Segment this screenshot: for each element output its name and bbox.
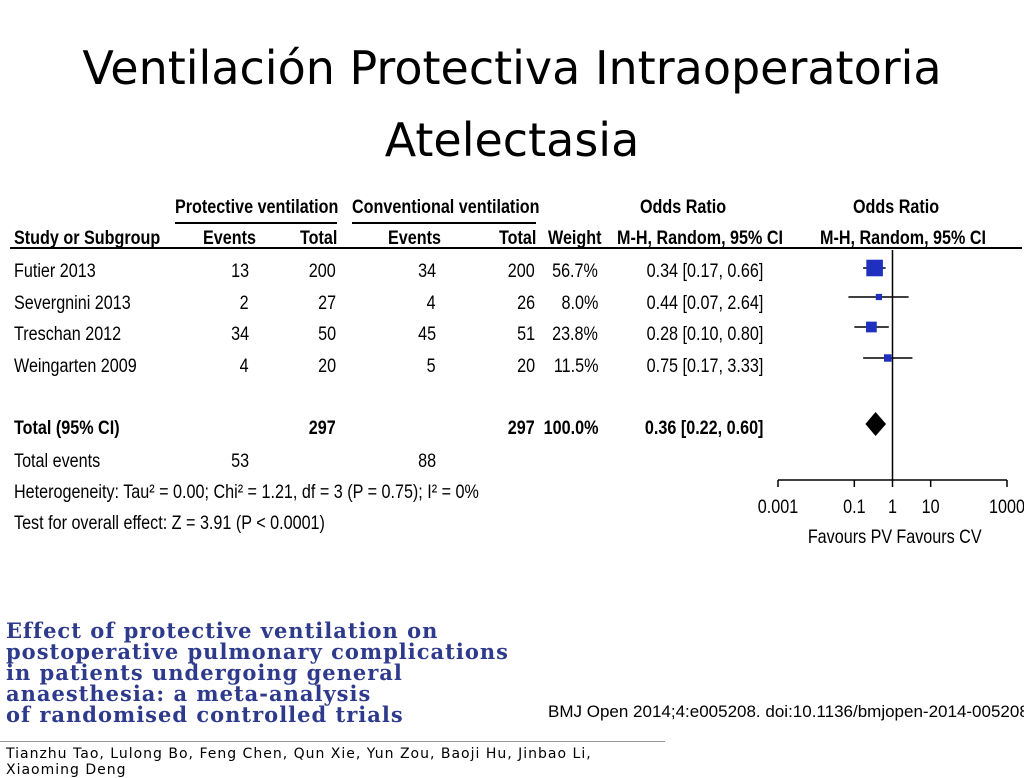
- total-weight: 100.0%: [543, 418, 598, 439]
- col-cv-events: Events: [388, 228, 441, 249]
- table-cell-cv-events: 4: [427, 292, 436, 314]
- underline-conventional: [352, 222, 536, 224]
- header-or-text: Odds Ratio: [640, 197, 727, 218]
- table-cell-cv-total: 26: [517, 292, 535, 314]
- col-pv-total: Total: [300, 228, 338, 249]
- col-cv-total: Total: [499, 228, 537, 249]
- overall-effect-text: Test for overall effect: Z = 3.91 (P < 0…: [14, 513, 325, 534]
- table-cell-pv-total: 27: [318, 292, 336, 314]
- table-cell-cv-total: 20: [517, 355, 535, 377]
- table-cell-ci: 0.44 [0.07, 2.64]: [646, 292, 763, 314]
- table-cell-weight: 56.7%: [552, 261, 598, 282]
- header-protective: Protective ventilation: [175, 197, 339, 218]
- header-or-plot: Odds Ratio: [853, 197, 940, 218]
- total-cv: 297: [508, 418, 535, 439]
- table-cell-weight: 8.0%: [561, 292, 598, 314]
- table-cell-pv-total: 200: [309, 261, 336, 282]
- col-pv-events: Events: [203, 228, 256, 249]
- col-study: Study or Subgroup: [14, 228, 161, 249]
- paper-title-line: Effect of protective ventilation on: [6, 618, 439, 643]
- study-marker: [884, 354, 892, 362]
- x-tick-label: 1000: [989, 496, 1024, 518]
- study-marker: [866, 321, 877, 333]
- table-cell-pv-total: 50: [318, 324, 336, 345]
- paper-title-line: anaesthesia: a meta-analysis: [6, 681, 372, 706]
- paper-title-line: in patients undergoing general: [6, 660, 403, 685]
- table-cell-study: Severgnini 2013: [14, 292, 131, 314]
- paper-title-line: of randomised controlled trials: [6, 702, 404, 727]
- x-tick-label: 1: [888, 496, 897, 518]
- table-cell-cv-total: 51: [517, 324, 535, 345]
- header-conventional: Conventional ventilation: [352, 197, 540, 218]
- total-label: Total (95% CI): [14, 418, 120, 439]
- slide-subtitle: Atelectasia: [384, 113, 640, 167]
- col-or-text: M-H, Random, 95% CI: [617, 228, 784, 249]
- x-tick-label: 10: [922, 496, 940, 518]
- favours-right-label: Favours CV: [896, 526, 981, 548]
- table-cell-ci: 0.34 [0.17, 0.66]: [646, 261, 763, 282]
- table-cell-study: Treschan 2012: [14, 324, 122, 345]
- table-cell-study: Futier 2013: [14, 261, 96, 282]
- authors-line: Tianzhu Tao, Lulong Bo, Feng Chen, Qun X…: [6, 746, 592, 762]
- table-cell-cv-events: 45: [418, 324, 436, 345]
- pooled-diamond: [865, 412, 887, 436]
- paper-citation: BMJ Open 2014;4:e005208. doi:10.1136/bmj…: [548, 702, 1024, 721]
- table-cell-ci: 0.75 [0.17, 3.33]: [646, 355, 763, 377]
- table-cell-study: Weingarten 2009: [14, 355, 137, 377]
- table-cell-pv-events: 34: [231, 324, 249, 345]
- table-cell-cv-total: 200: [508, 261, 535, 282]
- header-rule: [10, 247, 1022, 249]
- study-marker: [875, 293, 883, 301]
- total-events-cv: 88: [418, 451, 436, 472]
- total-events-label: Total events: [14, 451, 101, 472]
- paper-title-line: postoperative pulmonary complications: [6, 639, 509, 664]
- table-cell-pv-events: 13: [231, 261, 249, 282]
- study-marker: [866, 259, 883, 277]
- slide-title: Ventilación Protectiva Intraoperatoria: [82, 41, 942, 95]
- favours-left-label: Favours PV: [808, 526, 893, 548]
- paper-title: Effect of protective ventilation on post…: [6, 620, 509, 725]
- table-cell-weight: 11.5%: [553, 355, 598, 377]
- table-cell-pv-total: 20: [318, 355, 336, 377]
- authors-line: Xiaoming Deng: [6, 762, 127, 778]
- total-events-pv: 53: [231, 451, 249, 472]
- x-tick-label: 0.1: [843, 496, 865, 518]
- x-tick-label: 0.001: [758, 496, 798, 518]
- divider: [0, 741, 665, 742]
- table-cell-pv-events: 2: [240, 292, 249, 314]
- col-or-plot: M-H, Random, 95% CI: [820, 228, 987, 249]
- table-cell-pv-events: 4: [240, 355, 249, 377]
- paper-authors: Tianzhu Tao, Lulong Bo, Feng Chen, Qun X…: [6, 746, 592, 778]
- col-weight: Weight: [548, 228, 602, 249]
- total-ci: 0.36 [0.22, 0.60]: [644, 418, 763, 439]
- table-cell-cv-events: 34: [418, 261, 436, 282]
- table-cell-ci: 0.28 [0.10, 0.80]: [646, 324, 763, 345]
- table-cell-cv-events: 5: [427, 355, 436, 377]
- total-pv: 297: [309, 418, 336, 439]
- heterogeneity-text: Heterogeneity: Tau² = 0.00; Chi² = 1.21,…: [14, 482, 479, 503]
- table-cell-weight: 23.8%: [552, 324, 598, 345]
- underline-protective: [175, 222, 337, 224]
